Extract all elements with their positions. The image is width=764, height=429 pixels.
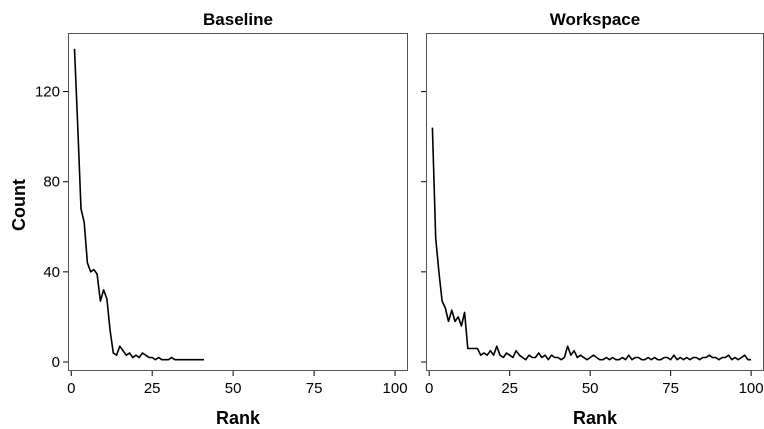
x-tick-label: 100 — [739, 380, 764, 397]
x-tick-label: 25 — [144, 380, 161, 397]
panel-title: Workspace — [550, 10, 640, 29]
x-tick-label: 75 — [662, 380, 679, 397]
y-tick-label: 80 — [43, 174, 60, 191]
y-tick-label: 0 — [52, 354, 60, 371]
panel-title: Baseline — [203, 10, 273, 29]
baseline-panel: Baseline Rank 0 25 50 75 100 0 40 80 120 — [35, 10, 408, 428]
x-tick-label: 50 — [582, 380, 599, 397]
count-line — [431, 127, 752, 361]
x-axis-title: Rank — [216, 408, 261, 428]
x-tick-label: 25 — [501, 380, 518, 397]
plot-frame — [426, 33, 764, 371]
plot-frame — [68, 33, 408, 371]
workspace-panel: Workspace Rank 0 25 50 75 100 — [421, 10, 764, 428]
y-axis-title: Count — [9, 179, 29, 231]
x-tick-label: 0 — [67, 380, 75, 397]
x-tick-label: 75 — [306, 380, 323, 397]
x-axis-title: Rank — [573, 408, 618, 428]
y-tick-label: 40 — [43, 264, 60, 281]
x-tick-label: 100 — [383, 380, 408, 397]
x-tick-label: 50 — [225, 380, 242, 397]
count-line — [73, 48, 204, 361]
x-tick-label: 0 — [425, 380, 433, 397]
y-tick-label: 120 — [35, 84, 60, 101]
